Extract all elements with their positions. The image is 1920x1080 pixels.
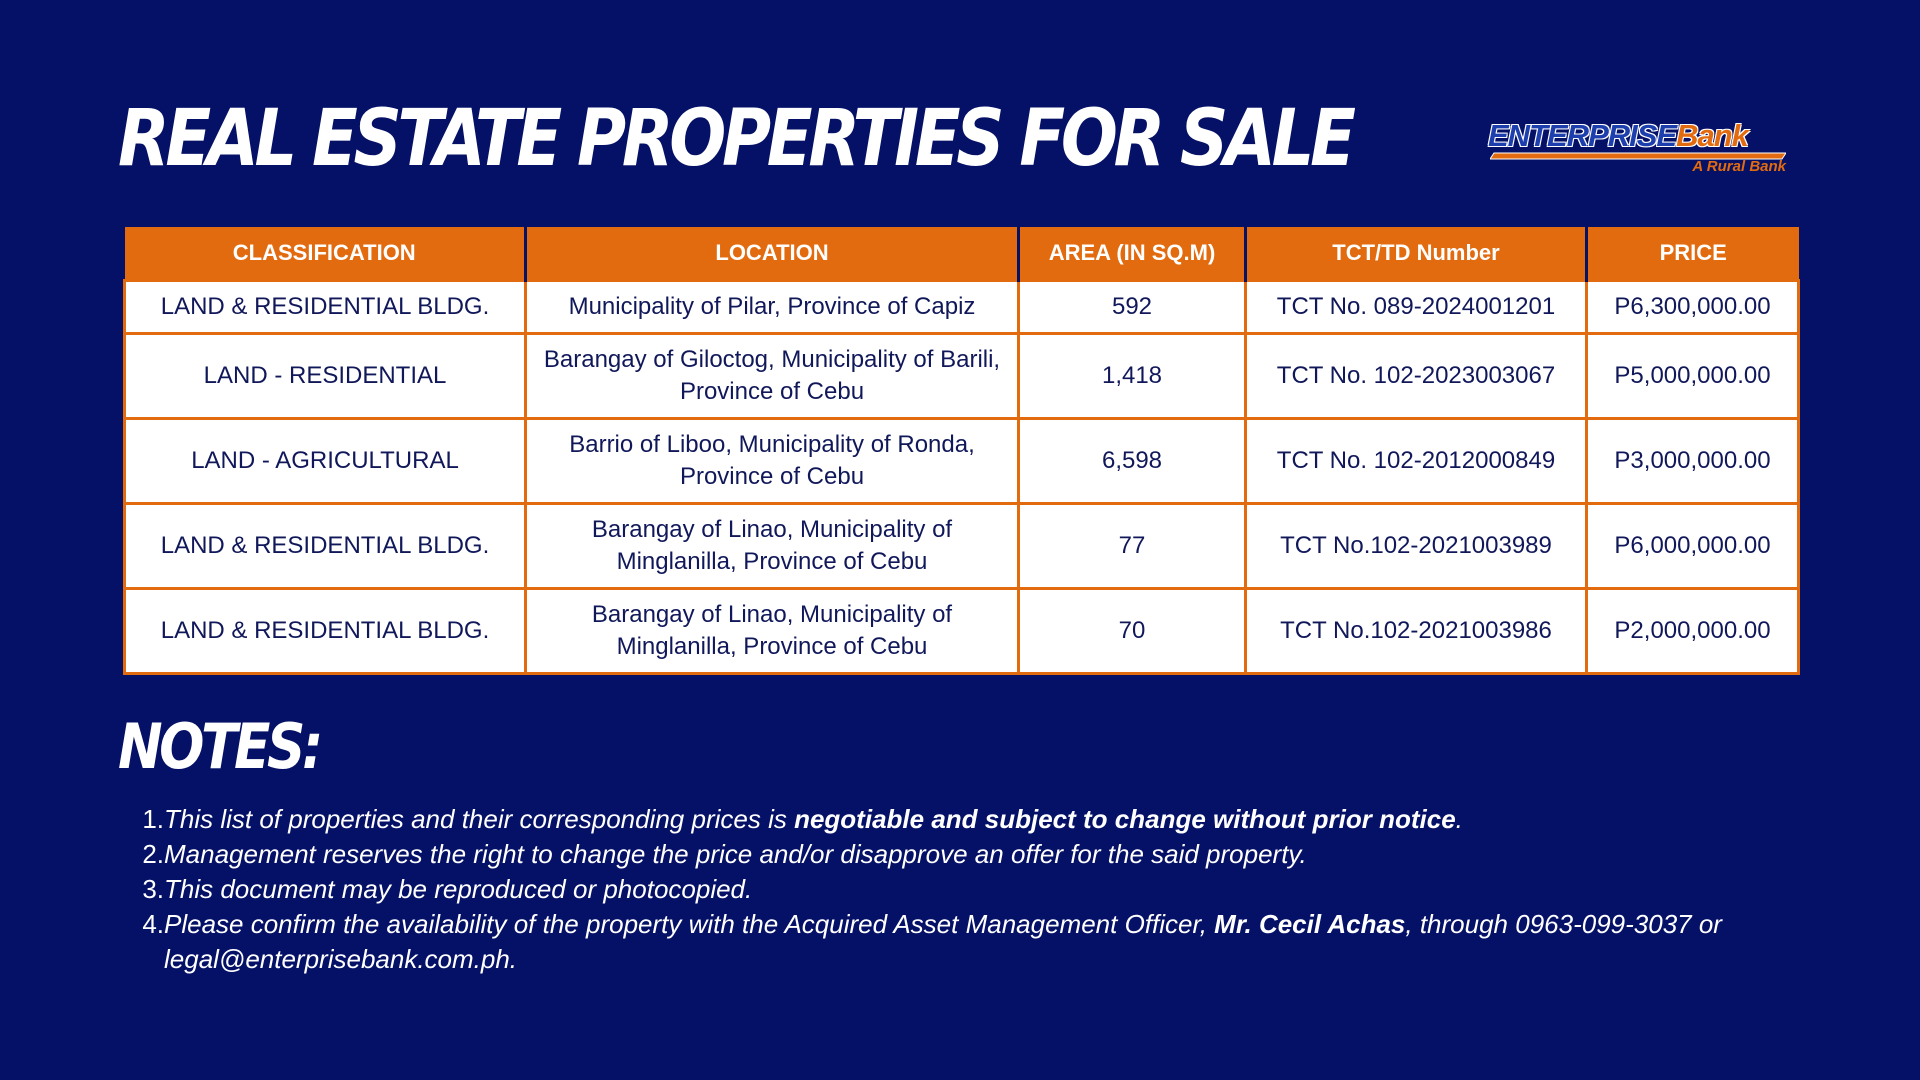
cell-classification: LAND - RESIDENTIAL (123, 332, 527, 420)
note-text-after: , through 0963-099-3037 or legal@enterpr… (164, 909, 1722, 974)
cell-price: P3,000,000.00 (1585, 417, 1800, 505)
note-text: This document may be reproduced or photo… (164, 872, 1800, 907)
note-number: 3. (142, 874, 164, 904)
note-number: 2. (142, 839, 164, 869)
note-text: Management reserves the right to change … (164, 837, 1800, 872)
note-text-after: . (1455, 804, 1463, 834)
logo-tagline: A Rural Bank (1692, 158, 1786, 175)
note-text-before: This document may be reproduced or photo… (164, 874, 753, 904)
header-tct-td-number: TCT/TD Number (1244, 227, 1588, 281)
cell-classification: LAND & RESIDENTIAL BLDG. (123, 587, 527, 675)
note-item: 3. This document may be reproduced or ph… (120, 872, 1800, 907)
header-area: AREA (IN SQ.M) (1017, 227, 1247, 281)
cell-area: 6,598 (1017, 417, 1247, 505)
note-number: 4. (142, 909, 164, 939)
cell-tct-number: TCT No.102-2021003986 (1244, 587, 1588, 675)
note-item: 2. Management reserves the right to chan… (120, 837, 1800, 872)
header-classification: CLASSIFICATION (124, 227, 527, 281)
cell-location: Barrio of Liboo, Municipality of Ronda, … (524, 417, 1020, 505)
table-row: LAND & RESIDENTIAL BLDG. Barangay of Lin… (123, 502, 1800, 590)
cell-classification: LAND & RESIDENTIAL BLDG. (123, 502, 527, 590)
page-title: REAL ESTATE PROPERTIES FOR SALE (118, 94, 1356, 184)
cell-classification: LAND & RESIDENTIAL BLDG. (123, 279, 527, 335)
cell-price: P5,000,000.00 (1585, 332, 1800, 420)
cell-price: P6,300,000.00 (1585, 279, 1800, 335)
logo-wordmark: ENTERPRISEBank (1488, 118, 1749, 154)
note-number: 1. (142, 804, 164, 834)
enterprise-bank-logo: ENTERPRISEBank A Rural Bank (1488, 118, 1790, 182)
table-row: LAND & RESIDENTIAL BLDG. Barangay of Lin… (123, 587, 1800, 675)
table-row: LAND - RESIDENTIAL Barangay of Giloctog,… (123, 332, 1800, 420)
note-item: 1. This list of properties and their cor… (120, 802, 1800, 837)
note-text: Please confirm the availability of the p… (164, 907, 1800, 977)
cell-location: Municipality of Pilar, Province of Capiz (524, 279, 1020, 335)
cell-tct-number: TCT No. 102-2023003067 (1244, 332, 1588, 420)
cell-tct-number: TCT No. 102-2012000849 (1244, 417, 1588, 505)
cell-price: P6,000,000.00 (1585, 502, 1800, 590)
header-location: LOCATION (524, 227, 1020, 281)
logo-name-bank: Bank (1676, 118, 1749, 153)
logo-name-enterprise: ENTERPRISE (1488, 118, 1677, 153)
table-row: LAND - AGRICULTURAL Barrio of Liboo, Mun… (123, 417, 1800, 505)
cell-price: P2,000,000.00 (1585, 587, 1800, 675)
note-text-before: Management reserves the right to change … (164, 839, 1307, 869)
note-item: 4. Please confirm the availability of th… (120, 907, 1800, 977)
cell-area: 70 (1017, 587, 1247, 675)
cell-location: Barangay of Linao, Municipality of Mingl… (524, 587, 1020, 675)
cell-location: Barangay of Linao, Municipality of Mingl… (524, 502, 1020, 590)
cell-tct-number: TCT No.102-2021003989 (1244, 502, 1588, 590)
note-text: This list of properties and their corres… (164, 802, 1800, 837)
properties-table: CLASSIFICATION LOCATION AREA (IN SQ.M) T… (123, 227, 1800, 675)
logo-swoosh-icon (1490, 152, 1786, 160)
header-price: PRICE (1585, 227, 1799, 281)
cell-area: 1,418 (1017, 332, 1247, 420)
cell-location: Barangay of Giloctog, Municipality of Ba… (524, 332, 1020, 420)
cell-classification: LAND - AGRICULTURAL (123, 417, 527, 505)
cell-area: 592 (1017, 279, 1247, 335)
note-text-before: This list of properties and their corres… (164, 804, 795, 834)
note-text-before: Please confirm the availability of the p… (164, 909, 1215, 939)
cell-tct-number: TCT No. 089-2024001201 (1244, 279, 1588, 335)
note-text-bold: negotiable and subject to change without… (794, 804, 1456, 834)
table-row: LAND & RESIDENTIAL BLDG. Municipality of… (123, 279, 1800, 335)
notes-list: 1. This list of properties and their cor… (120, 802, 1800, 977)
note-text-bold: Mr. Cecil Achas (1214, 909, 1406, 939)
table-header-row: CLASSIFICATION LOCATION AREA (IN SQ.M) T… (124, 227, 1799, 281)
notes-heading: NOTES: (118, 710, 323, 783)
cell-area: 77 (1017, 502, 1247, 590)
